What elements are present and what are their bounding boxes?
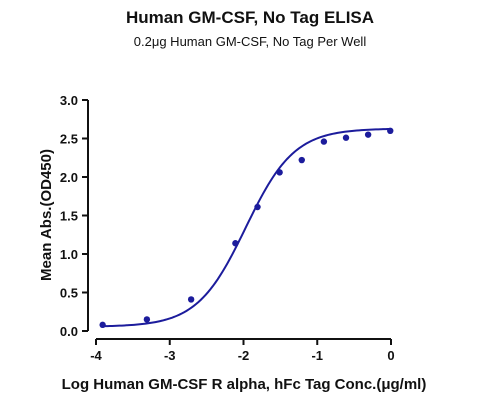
y-axis-label: Mean Abs.(OD450) <box>38 149 55 281</box>
y-tick-label: 1.5 <box>60 209 78 224</box>
x-tick-label: 0 <box>387 348 394 363</box>
y-tick-label: 1.0 <box>60 247 78 262</box>
x-tick-label: -2 <box>238 348 250 363</box>
x-axis-label: Log Human GM-CSF R alpha, hFc Tag Conc.(… <box>62 376 427 393</box>
data-point <box>320 138 328 145</box>
x-axis: -4 -3 -2 -1 0 <box>90 338 395 363</box>
y-axis: 0.0 0.5 1.0 1.5 2.0 2.5 3.0 <box>60 93 89 339</box>
y-tick-label: 2.0 <box>60 170 78 185</box>
data-point <box>276 169 283 176</box>
data-point <box>232 240 239 247</box>
y-tick-label: 0.5 <box>60 286 78 301</box>
x-tick-label: -4 <box>90 348 102 363</box>
data-point <box>387 127 394 134</box>
x-tick-label: -3 <box>164 348 176 363</box>
data-point <box>143 316 151 323</box>
data-points <box>99 127 394 329</box>
data-point <box>342 134 350 141</box>
fit-curve <box>102 128 391 328</box>
fit-curve-layer <box>102 128 391 328</box>
chart-subtitle: 0.2μg Human GM-CSF, No Tag Per Well <box>134 34 367 49</box>
x-tick-label: -1 <box>311 348 323 363</box>
data-point <box>298 156 305 164</box>
y-tick-label: 3.0 <box>60 93 78 108</box>
data-point <box>364 131 372 138</box>
data-point <box>99 321 106 329</box>
data-point <box>254 203 261 211</box>
y-tick-label: 0.0 <box>60 324 78 339</box>
y-tick-label: 2.5 <box>60 132 78 147</box>
data-point <box>187 296 195 303</box>
chart-title: Human GM-CSF, No Tag ELISA <box>126 8 374 27</box>
